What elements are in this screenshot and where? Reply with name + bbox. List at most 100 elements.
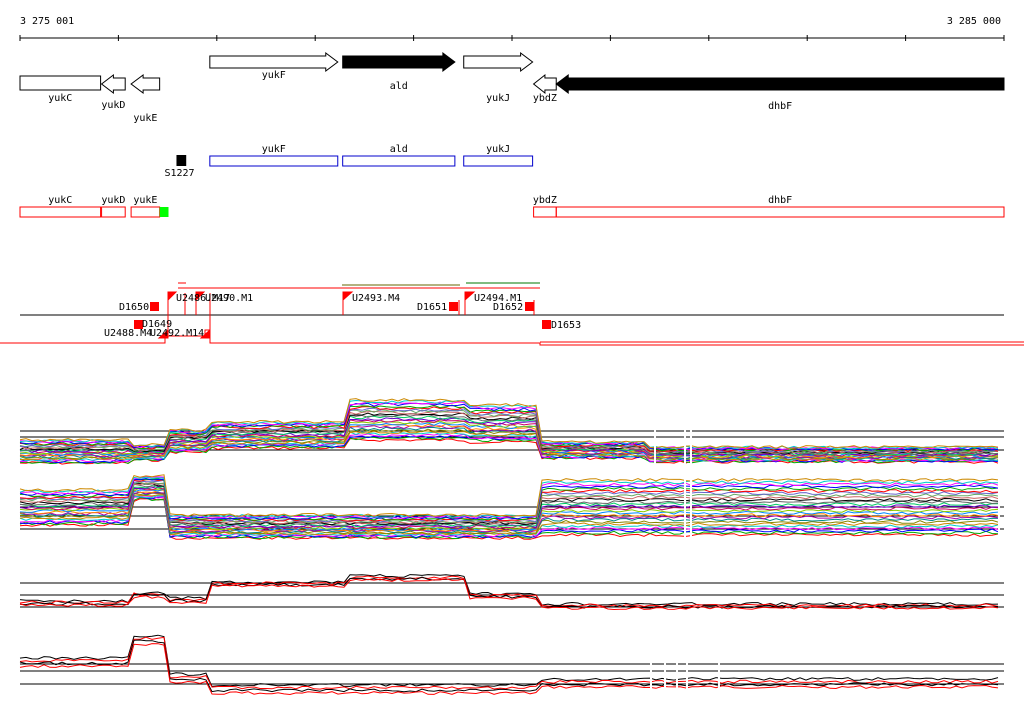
expr-profile-line xyxy=(19,417,999,457)
expr-gap xyxy=(684,472,686,540)
gene-yukD-label: yukD xyxy=(101,100,125,111)
green-feature[interactable] xyxy=(159,207,169,217)
blue-box-ald-label: ald xyxy=(390,144,408,155)
expr-profile-line xyxy=(19,406,999,452)
gene-ybdZ-arrow[interactable] xyxy=(532,73,557,95)
tss-label-d1650: D1650 xyxy=(119,302,149,313)
gene-dhbF-arrow[interactable] xyxy=(555,74,1005,94)
gene-yukJ-label: yukJ xyxy=(486,93,510,104)
red-box-dhbF-label: dhbF xyxy=(768,195,792,206)
coordinate-ruler: 3 275 001 3 285 000 xyxy=(19,16,1005,41)
expr-profile-line xyxy=(19,634,999,687)
expr-profile-line xyxy=(19,498,999,540)
tss-label-u2492: U2492.M14 xyxy=(150,328,204,339)
red-box-yukE[interactable] xyxy=(130,206,161,218)
gene-annotation-track: yukC yukD yukE yukF ald yukJ ybdZ dhbF xyxy=(19,52,1005,124)
gene-ald-arrow[interactable] xyxy=(342,52,456,72)
u2488-flag xyxy=(157,315,169,339)
blue-box-ald[interactable] xyxy=(342,155,456,167)
gene-dhbF-label: dhbF xyxy=(768,101,792,112)
blue-box-yukF-label: yukF xyxy=(262,144,286,155)
gene-yukF-arrow[interactable] xyxy=(209,52,339,72)
gene-yukC-label: yukC xyxy=(48,93,72,104)
d1649-marker xyxy=(134,320,143,329)
d1652-marker xyxy=(525,302,534,311)
ruler-ticks xyxy=(19,35,1005,41)
blue-box-yukJ[interactable] xyxy=(463,155,534,167)
blue-feature-track: S1227 yukF ald yukJ xyxy=(164,144,534,179)
expr-profile-line xyxy=(19,414,999,455)
gene-yukJ-arrow[interactable] xyxy=(463,52,534,72)
gene-yukC-arrow[interactable] xyxy=(19,75,102,91)
expr-profile-line xyxy=(19,639,999,693)
tss-label-u2493: U2493.M4 xyxy=(352,293,400,304)
expr-profile-line xyxy=(19,578,999,611)
expr-profile-line xyxy=(19,398,999,450)
expr-profile-line xyxy=(19,573,999,606)
expr-profile-line xyxy=(19,576,999,609)
u2492-flag xyxy=(199,315,211,339)
tss-track: D1650 D1649 U2488.M4 U2492.M14 U2486.M17… xyxy=(0,282,1024,346)
expr-profile-line xyxy=(19,643,999,696)
expr-profile-line xyxy=(19,418,999,457)
expr-gap xyxy=(676,632,678,694)
blue-box-yukJ-label: yukJ xyxy=(486,144,510,155)
u2493-flag xyxy=(342,291,354,315)
u2490-flag xyxy=(195,291,206,315)
u2486-flag xyxy=(167,291,178,315)
marker-s1227-label: S1227 xyxy=(164,168,194,179)
red-box-ybdZ[interactable] xyxy=(533,206,557,218)
expr-profile-line xyxy=(19,636,999,690)
tss-label-d1649: D1649 xyxy=(142,319,172,330)
d1650-marker xyxy=(150,302,159,311)
gene-yukF-label: yukF xyxy=(262,70,286,81)
red-box-yukD-label: yukD xyxy=(101,195,125,206)
expr-profile-line xyxy=(19,420,999,458)
expression-track-reverse-colored xyxy=(19,472,1004,540)
expr-profile-line xyxy=(19,476,999,519)
tss-label-u2488: U2488.M4 xyxy=(104,328,152,339)
u2494-flag xyxy=(464,291,476,315)
gene-ald-label: ald xyxy=(390,81,408,92)
expr-profile-line xyxy=(19,575,999,608)
d1651-marker xyxy=(449,302,458,311)
gene-yukE-label: yukE xyxy=(133,113,157,124)
expr-profile-line xyxy=(19,479,999,522)
red-box-ybdZ-label: ybdZ xyxy=(533,195,557,206)
coord-start-label: 3 275 001 xyxy=(20,16,74,27)
expr-profile-line xyxy=(19,436,999,465)
expr-gap xyxy=(718,632,720,694)
expr-gap xyxy=(650,632,652,694)
expr-gap xyxy=(690,395,692,465)
marker-s1227[interactable] xyxy=(176,155,187,166)
tss-label-d1651: D1651 xyxy=(417,302,447,313)
tss-label-d1652: D1652 xyxy=(493,302,523,313)
d1653-marker xyxy=(542,320,551,329)
red-box-yukD[interactable] xyxy=(101,206,126,218)
tss-label-d1653: D1653 xyxy=(551,320,581,331)
red-box-yukE-label: yukE xyxy=(133,195,157,206)
expression-summary-reverse xyxy=(19,632,1004,696)
tss-coverage-line xyxy=(0,329,1024,346)
expr-gap xyxy=(664,632,666,694)
expr-gap xyxy=(690,472,692,540)
expr-gap xyxy=(686,632,688,694)
red-box-dhbF[interactable] xyxy=(555,206,1005,218)
blue-box-yukF[interactable] xyxy=(209,155,339,167)
expr-profile-line xyxy=(19,482,999,525)
expr-gap xyxy=(654,395,656,465)
tss-label-u2494: U2494.M1 xyxy=(474,293,522,304)
expr-profile-line xyxy=(19,486,999,529)
gene-yukD-arrow[interactable] xyxy=(100,73,126,95)
gene-yukE-arrow[interactable] xyxy=(130,74,161,94)
expr-profile-line xyxy=(19,496,999,539)
gene-ybdZ-label: ybdZ xyxy=(533,93,557,104)
expr-gap xyxy=(998,472,1000,540)
expr-profile-line xyxy=(19,423,999,459)
expr-profile-line xyxy=(19,399,999,450)
expression-summary-forward xyxy=(19,573,1004,611)
expr-profile-line xyxy=(19,494,999,537)
expr-profile-line xyxy=(19,476,999,518)
red-box-yukC[interactable] xyxy=(19,206,102,218)
coord-end-label: 3 285 000 xyxy=(947,16,1001,27)
